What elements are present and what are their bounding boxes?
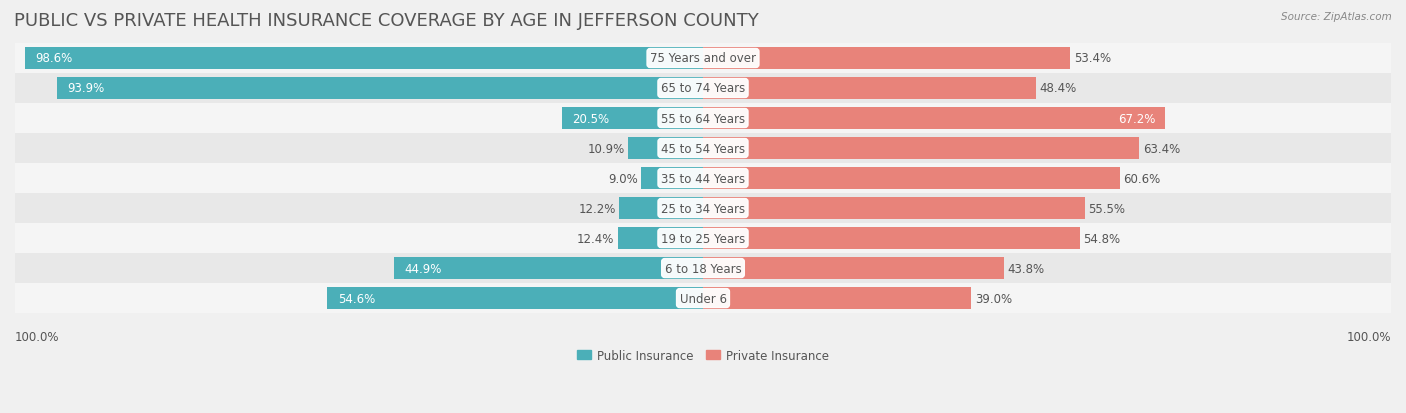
Text: 20.5%: 20.5% — [572, 112, 609, 125]
Bar — [15, 254, 1391, 283]
Bar — [15, 44, 1391, 74]
Text: 25 to 34 Years: 25 to 34 Years — [661, 202, 745, 215]
Bar — [703, 108, 1166, 130]
Text: 60.6%: 60.6% — [1123, 172, 1160, 185]
Bar — [394, 258, 703, 279]
Text: 10.9%: 10.9% — [588, 142, 624, 155]
Bar — [15, 164, 1391, 194]
Bar — [619, 198, 703, 219]
Text: 35 to 44 Years: 35 to 44 Years — [661, 172, 745, 185]
Bar — [15, 134, 1391, 164]
Text: 54.8%: 54.8% — [1084, 232, 1121, 245]
Bar — [641, 168, 703, 190]
Text: 12.4%: 12.4% — [576, 232, 614, 245]
Text: 48.4%: 48.4% — [1039, 82, 1077, 95]
Text: 12.2%: 12.2% — [578, 202, 616, 215]
Bar — [562, 108, 703, 130]
Text: 9.0%: 9.0% — [607, 172, 638, 185]
Legend: Public Insurance, Private Insurance: Public Insurance, Private Insurance — [572, 344, 834, 367]
Bar — [703, 48, 1070, 70]
Text: 44.9%: 44.9% — [405, 262, 441, 275]
Text: 6 to 18 Years: 6 to 18 Years — [665, 262, 741, 275]
Bar — [328, 287, 703, 309]
Text: 43.8%: 43.8% — [1008, 262, 1045, 275]
Bar — [703, 287, 972, 309]
Text: 19 to 25 Years: 19 to 25 Years — [661, 232, 745, 245]
Text: 67.2%: 67.2% — [1118, 112, 1154, 125]
Text: 55.5%: 55.5% — [1088, 202, 1125, 215]
Text: 63.4%: 63.4% — [1143, 142, 1180, 155]
Text: 98.6%: 98.6% — [35, 52, 72, 65]
Text: 54.6%: 54.6% — [337, 292, 375, 305]
Text: 93.9%: 93.9% — [67, 82, 104, 95]
Text: 45 to 54 Years: 45 to 54 Years — [661, 142, 745, 155]
Text: 53.4%: 53.4% — [1074, 52, 1111, 65]
Bar — [703, 228, 1080, 249]
Bar — [628, 138, 703, 159]
Bar — [703, 198, 1085, 219]
Text: 100.0%: 100.0% — [15, 330, 59, 343]
Bar — [25, 48, 703, 70]
Bar — [703, 258, 1004, 279]
Text: 55 to 64 Years: 55 to 64 Years — [661, 112, 745, 125]
Text: PUBLIC VS PRIVATE HEALTH INSURANCE COVERAGE BY AGE IN JEFFERSON COUNTY: PUBLIC VS PRIVATE HEALTH INSURANCE COVER… — [14, 12, 759, 30]
Bar — [703, 168, 1121, 190]
Bar — [703, 138, 1139, 159]
Bar — [58, 78, 703, 100]
Bar — [15, 104, 1391, 134]
Text: 100.0%: 100.0% — [1347, 330, 1391, 343]
Bar — [703, 78, 1036, 100]
Bar — [15, 194, 1391, 223]
Text: 65 to 74 Years: 65 to 74 Years — [661, 82, 745, 95]
Text: 75 Years and over: 75 Years and over — [650, 52, 756, 65]
Bar — [15, 223, 1391, 254]
Text: 39.0%: 39.0% — [974, 292, 1012, 305]
Bar — [15, 283, 1391, 313]
Bar — [15, 74, 1391, 104]
Text: Under 6: Under 6 — [679, 292, 727, 305]
Text: Source: ZipAtlas.com: Source: ZipAtlas.com — [1281, 12, 1392, 22]
Bar — [617, 228, 703, 249]
